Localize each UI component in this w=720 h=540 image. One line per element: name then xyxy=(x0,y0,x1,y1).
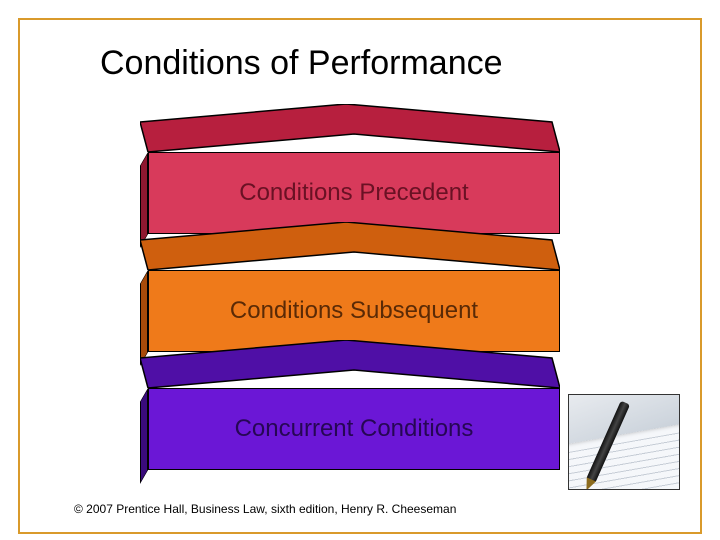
bar-front-face: Concurrent Conditions xyxy=(148,388,560,470)
bar-top-face xyxy=(140,340,560,388)
bar-top-face xyxy=(140,222,560,270)
copyright-text: © 2007 Prentice Hall, Business Law, sixt… xyxy=(74,502,456,516)
pen-photo xyxy=(568,394,680,490)
bars-container: Conditions Precedent Conditions Subseque… xyxy=(140,122,560,472)
bar-concurrent: Concurrent Conditions xyxy=(140,358,560,470)
bar-precedent: Conditions Precedent xyxy=(140,122,560,234)
slide-title: Conditions of Performance xyxy=(100,44,503,83)
bar-label: Conditions Subsequent xyxy=(230,297,478,325)
bar-label: Conditions Precedent xyxy=(239,179,468,207)
bar-subsequent: Conditions Subsequent xyxy=(140,240,560,352)
bar-label: Concurrent Conditions xyxy=(235,415,474,443)
bar-top-face xyxy=(140,104,560,152)
bar-side-face xyxy=(140,388,148,484)
